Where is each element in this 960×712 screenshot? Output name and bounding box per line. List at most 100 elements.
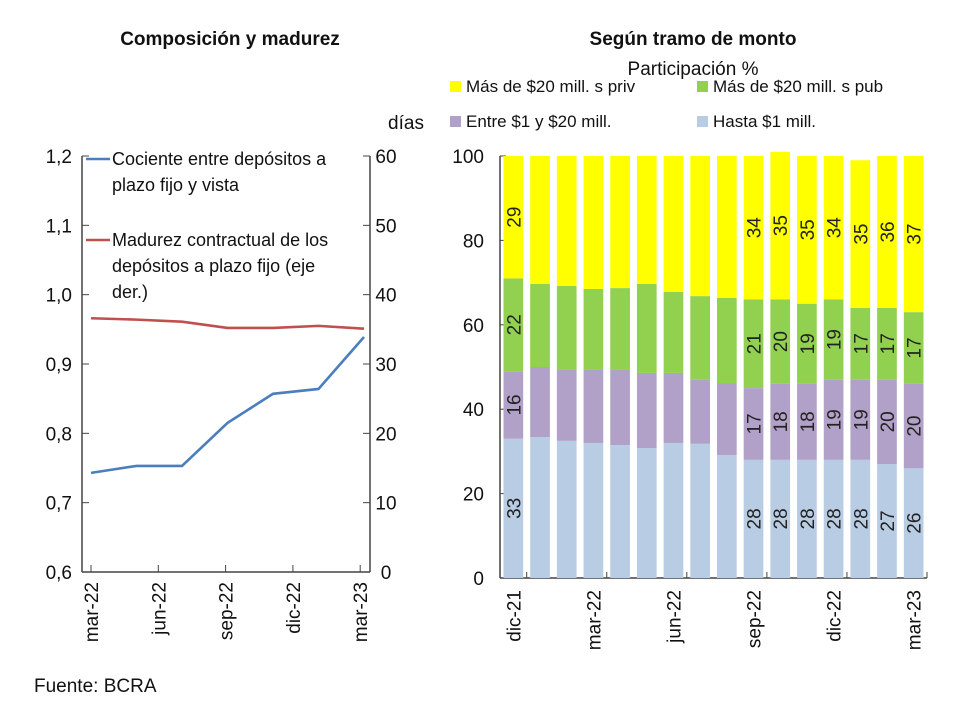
bar-segment-feb-23 [877,464,897,578]
legend-label: der.) [112,282,148,302]
data-label: 35 [851,223,872,244]
bar-x-tick-label: mar-23 [905,590,926,650]
bar-x-tick-label: jun-22 [664,590,685,644]
left-y-tick-label: 0,8 [46,424,72,445]
bar-segment-dic-22 [823,379,844,460]
bar-segment-oct-22 [770,459,791,578]
x-tick-label: dic-22 [284,582,305,634]
x-tick-label: sep-22 [217,582,238,640]
x-tick-label: mar-22 [82,582,103,642]
data-label: 27 [878,510,899,531]
bar-segment-ene-23 [850,459,871,578]
data-label: 20 [905,416,926,437]
bar-segment-ago-22 [717,455,737,578]
legend-swatch [697,81,708,92]
data-label: 19 [825,329,846,350]
bar-y-tick-label: 20 [463,485,484,506]
series-line-madurez [90,316,365,330]
bar-segment-oct-22 [770,383,791,460]
bar-segment-sep-22 [743,388,764,460]
bar-segment-jun-22 [663,156,684,292]
data-label: 20 [771,331,792,352]
legend-label: Entre $1 y $20 mill. [466,112,612,131]
data-label: 28 [771,508,792,529]
bar-segment-ene-23 [850,379,871,460]
data-label: 34 [825,217,846,239]
legend-label: Más de $20 mill. s priv [466,77,636,96]
data-label: 22 [504,314,525,335]
bar-segment-nov-22 [797,383,817,460]
bar-x-tick-label: dic-22 [825,590,846,642]
bar-segment-jul-22 [690,379,710,444]
bar-segment-jul-22 [690,156,710,297]
data-label: 19 [851,409,872,430]
bar-segment-mar-22 [583,442,604,578]
right-chart-title: Según tramo de monto [590,29,797,50]
legend-swatch [450,81,461,92]
x-tick-label: jun-22 [149,582,170,636]
bar-segment-feb-22 [556,285,577,370]
bar-segment-ago-22 [717,297,737,384]
bar-x-tick-label: dic-21 [504,590,525,642]
bar-segment-mar-23 [903,383,924,469]
bar-segment-jul-22 [690,296,710,380]
right-chart-subtitle: Participación % [628,59,759,80]
bar-segment-abr-22 [610,288,630,370]
legend-label: Más de $20 mill. s pub [713,77,883,96]
data-label: 34 [745,217,766,239]
bar-segment-may-22 [636,156,657,284]
bar-y-tick-label: 80 [463,231,484,252]
bar-y-tick-label: 40 [463,400,484,421]
bar-segment-jul-22 [690,443,710,578]
bar-segment-abr-22 [610,369,630,446]
bar-segment-mar-22 [583,288,604,370]
data-label: 18 [771,411,792,432]
bar-segment-mar-22 [583,156,604,289]
bar-segment-ene-22 [530,367,550,438]
bar-segment-mar-23 [903,156,924,313]
bar-segment-ago-22 [717,156,737,298]
data-label: 28 [798,508,819,529]
bar-segment-ene-22 [530,437,550,578]
bar-y-tick-label: 100 [452,147,484,168]
left-y-tick-label: 0,6 [46,563,72,584]
bar-segment-sep-22 [743,299,764,389]
data-label: 18 [798,411,819,432]
bar-segment-mar-23 [903,468,924,578]
bar-segment-sep-22 [743,156,764,300]
bar-segment-ago-22 [717,383,737,456]
bar-segment-jun-22 [663,442,684,578]
legend-swatch [697,116,708,127]
right-y-tick-label: 50 [375,216,396,237]
bar-segment-mar-23 [903,312,924,384]
source-note: Fuente: BCRA [34,676,157,697]
data-label: 33 [504,498,525,519]
right-y-tick-label: 40 [375,286,396,307]
bar-segment-dic-21 [503,156,524,279]
data-label: 19 [825,409,846,430]
legend-label: depósitos a plazo fijo (eje [112,256,315,276]
left-chart-title: Composición y madurez [120,29,340,50]
bar-y-tick-label: 60 [463,316,484,337]
bar-x-tick-label: sep-22 [745,590,766,648]
data-label: 28 [745,508,766,529]
bar-segment-feb-23 [877,156,897,308]
bar-segment-may-22 [636,372,657,449]
left-y-tick-label: 0,7 [46,494,72,515]
bar-segment-nov-22 [797,303,817,384]
bar-segment-nov-22 [797,156,817,304]
bar-segment-nov-22 [797,459,817,578]
legend-label: Hasta $1 mill. [713,112,816,131]
legend-label: plazo fijo y vista [112,175,240,195]
left-y-tick-label: 1,0 [46,286,72,307]
left-y-tick-label: 0,9 [46,355,72,376]
right-y-tick-label: 10 [375,494,396,515]
right-axis-label: días [388,113,424,134]
left-y-tick-label: 1,2 [46,147,72,168]
data-label: 29 [504,207,525,228]
bar-segment-dic-22 [823,459,844,578]
bar-segment-mar-22 [583,369,604,443]
bar-segment-abr-22 [610,156,630,289]
data-label: 36 [878,221,899,242]
